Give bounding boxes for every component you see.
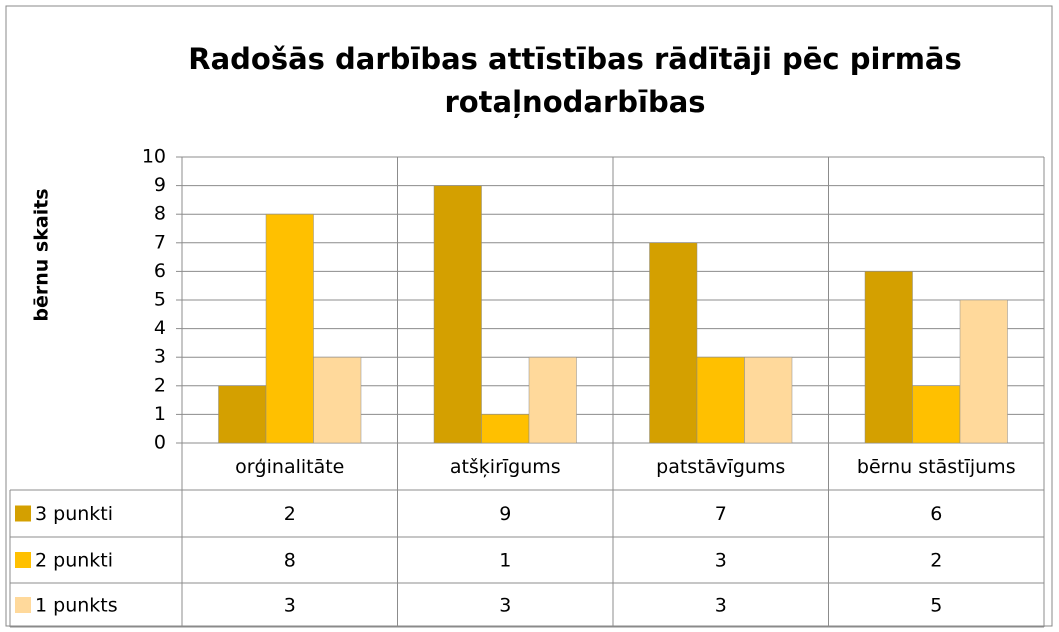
- table-cell: 1: [499, 550, 511, 572]
- x-tick-label: orģinalitāte: [235, 456, 344, 478]
- table-cell: 2: [930, 550, 942, 572]
- y-tick-label: 7: [154, 231, 166, 253]
- table-cell: 7: [715, 503, 727, 525]
- table-cell: 9: [499, 503, 511, 525]
- chart-title: Radošās darbības attīstības rādītāji pēc…: [188, 42, 962, 119]
- table-cell: 3: [499, 595, 511, 617]
- table-cell: 6: [930, 503, 942, 525]
- table-cell: 2: [284, 503, 296, 525]
- bar: [649, 242, 698, 444]
- y-tick-label: 10: [142, 146, 166, 168]
- y-tick-label: 1: [154, 403, 166, 425]
- table-cell: 3: [284, 595, 296, 617]
- legend-swatch: [15, 552, 31, 568]
- table-cell: 3: [715, 595, 727, 617]
- y-tick-label: 4: [154, 317, 166, 339]
- bar: [959, 299, 1008, 444]
- x-tick-label: bērnu stāstījums: [857, 456, 1016, 478]
- legend-swatch: [15, 505, 31, 522]
- bar: [864, 271, 913, 444]
- legend-swatch: [15, 597, 31, 613]
- y-tick-label: 5: [154, 289, 166, 311]
- bar: [696, 356, 745, 444]
- y-tick-label: 3: [154, 346, 166, 368]
- legend-label: 2 punkti: [35, 550, 113, 572]
- y-tick-label: 9: [154, 174, 166, 196]
- table-cell: 5: [930, 595, 942, 617]
- table-cell: 3: [715, 550, 727, 572]
- y-tick-label: 0: [154, 432, 166, 454]
- x-tick-label: patstāvīgums: [656, 456, 785, 478]
- x-tick-label: atšķirīgums: [450, 456, 561, 478]
- bar: [744, 356, 793, 444]
- y-tick-label: 2: [154, 374, 166, 396]
- legend-label: 3 punkti: [35, 503, 113, 525]
- table-cell: 8: [284, 550, 296, 572]
- bar: [528, 356, 577, 444]
- bar: [265, 213, 314, 444]
- bar: [433, 185, 482, 444]
- legend-label: 1 punkts: [35, 595, 118, 617]
- bar: [313, 356, 362, 444]
- bar: [481, 414, 530, 444]
- y-tick-label: 8: [154, 203, 166, 225]
- bar: [218, 385, 267, 444]
- y-axis-label: bērnu skaits: [31, 188, 53, 321]
- y-tick-label: 6: [154, 260, 166, 282]
- bar: [912, 385, 961, 444]
